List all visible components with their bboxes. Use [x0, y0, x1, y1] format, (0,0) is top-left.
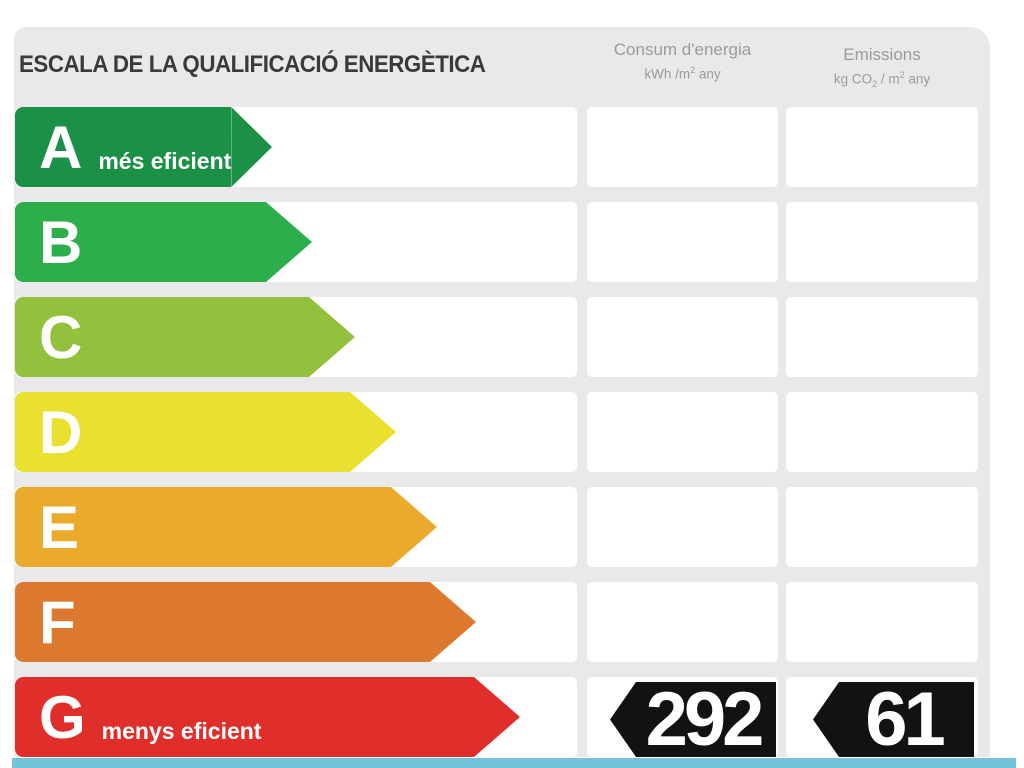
emissions-unit-sub: 2	[872, 79, 878, 90]
rating-letter: B	[39, 209, 83, 276]
arrow-tip-icon	[391, 487, 437, 567]
emissions-cell	[786, 297, 978, 377]
consum-value: 292	[645, 677, 765, 762]
consum-cell	[587, 582, 778, 662]
emissions-unit-text3: any	[904, 71, 931, 87]
certificate-panel: ESCALA DE LA QUALIFICACIÓ ENERGÈTICA Con…	[14, 27, 990, 757]
arrow-tip-icon	[474, 677, 520, 757]
rating-arrow: D	[15, 392, 396, 472]
consum-cell: 292	[587, 677, 778, 757]
scale-row-d: D	[14, 392, 990, 472]
consum-value-badge: 292	[610, 682, 776, 757]
emissions-value-badge: 61	[813, 682, 974, 757]
consum-header-unit: kWh /m2 any	[587, 60, 778, 85]
footer-bar	[12, 758, 1016, 768]
consum-cell	[587, 487, 778, 567]
emissions-cell: 61	[786, 677, 978, 757]
column-header-emissions: Emissions kg CO2 / m2 any	[786, 44, 978, 94]
emissions-unit-sup: 2	[899, 70, 905, 80]
emissions-cell	[786, 487, 978, 567]
rating-caption: més eficient	[98, 148, 232, 174]
emissions-cell	[786, 202, 978, 282]
rating-arrow: B	[15, 202, 312, 282]
rating-letter: C	[39, 304, 83, 371]
consum-cell	[587, 202, 778, 282]
scale-row-e: E	[14, 487, 990, 567]
consum-unit-text2: any	[695, 66, 721, 82]
rating-letter: E	[39, 494, 80, 561]
rating-letter: F	[39, 589, 76, 656]
emissions-header-label: Emissions	[843, 45, 921, 64]
emissions-cell	[786, 582, 978, 662]
consum-cell	[587, 297, 778, 377]
emissions-unit-text2: / m	[877, 71, 900, 87]
arrow-tip-icon	[266, 202, 312, 282]
rating-letter: A	[39, 114, 83, 181]
consum-unit-text: kWh /m	[644, 66, 691, 82]
emissions-cell	[786, 107, 978, 187]
arrow-tip-icon	[309, 297, 355, 377]
emissions-unit-text: kg CO	[833, 71, 873, 87]
arrow-tip-icon	[350, 392, 396, 472]
rating-arrow: C	[15, 297, 355, 377]
rating-arrow: E	[15, 487, 437, 567]
consum-header-label: Consum d'energia	[613, 40, 752, 59]
emissions-cell	[786, 392, 978, 472]
rating-arrow: F	[15, 582, 476, 662]
arrow-tip-icon	[231, 107, 272, 187]
column-header-consum: Consum d'energia kWh /m2 any	[587, 39, 778, 85]
scale-row-b: B	[14, 202, 990, 282]
consum-cell	[587, 107, 778, 187]
scale-row-c: C	[14, 297, 990, 377]
emissions-header-unit: kg CO2 / m2 any	[786, 65, 978, 94]
consum-unit-sup: 2	[690, 65, 696, 75]
consum-cell	[587, 392, 778, 472]
rating-caption: menys eficient	[101, 718, 262, 744]
rating-letter: G	[39, 684, 86, 751]
emissions-value: 61	[865, 677, 946, 762]
page-title: ESCALA DE LA QUALIFICACIÓ ENERGÈTICA	[19, 51, 486, 78]
rating-letter: D	[39, 399, 83, 466]
arrow-tip-icon	[430, 582, 476, 662]
scale-row-f: F	[14, 582, 990, 662]
